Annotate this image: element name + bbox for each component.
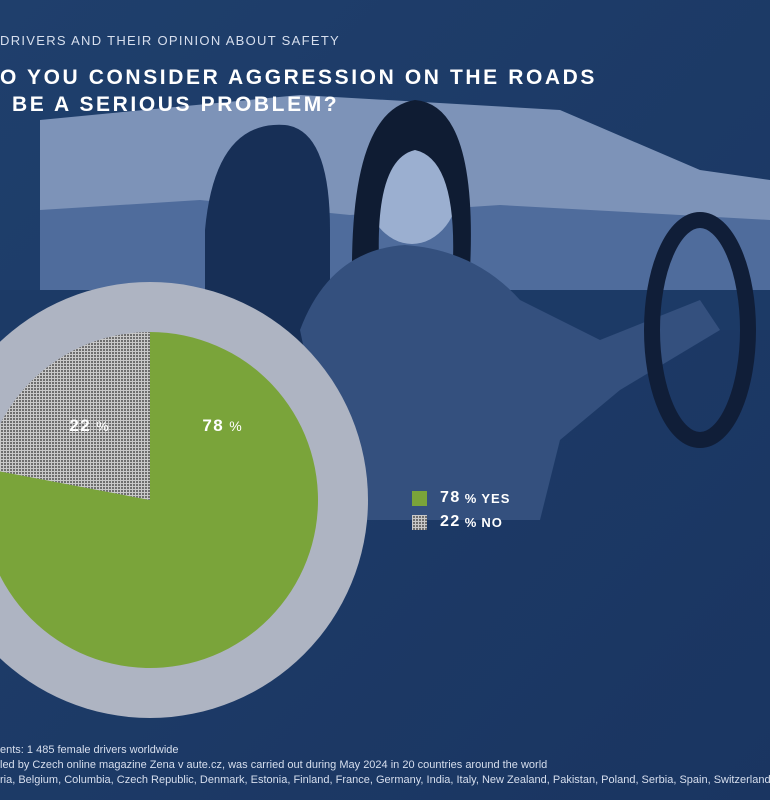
legend-value-yes: 78 — [440, 489, 461, 506]
pie-slice-yes — [0, 332, 318, 668]
legend-unit-no: % — [464, 514, 478, 530]
legend-item-no: 22 % NO — [412, 510, 510, 534]
footnote-survey: led by Czech online magazine Zena v aute… — [0, 759, 548, 771]
legend-value-no: 22 — [440, 513, 461, 530]
footnote-respondents: ents: 1 485 female drivers worldwide — [0, 744, 179, 756]
pie-slice-no — [0, 332, 150, 500]
legend-swatch-yes — [412, 490, 427, 506]
chart-title-line-1: O YOU CONSIDER AGGRESSION ON THE ROADS — [0, 66, 598, 89]
steering-wheel — [644, 212, 756, 448]
pie-label-yes: 78% — [202, 416, 241, 435]
legend-item-yes: 78 % YES — [412, 486, 510, 510]
chart-subtitle: DRIVERS AND THEIR OPINION ABOUT SAFETY — [0, 33, 341, 48]
legend-label-yes: YES — [481, 490, 511, 506]
footnote-countries: ria, Belgium, Columbia, Czech Republic, … — [0, 774, 770, 786]
driver-hair — [351, 100, 471, 280]
legend-label-no: NO — [481, 514, 503, 530]
chart-title-line-2: BE A SERIOUS PROBLEM? — [12, 93, 340, 116]
footnote: ents: 1 485 female drivers worldwide led… — [0, 743, 770, 788]
pie-label-no: 22% — [69, 416, 108, 435]
driver-body — [300, 245, 720, 520]
legend-swatch-no — [412, 514, 427, 530]
legend-unit-yes: % — [464, 490, 478, 506]
chart-title: O YOU CONSIDER AGGRESSION ON THE ROADS B… — [0, 64, 597, 118]
chart-legend: 78 % YES 22 % NO — [412, 486, 510, 534]
